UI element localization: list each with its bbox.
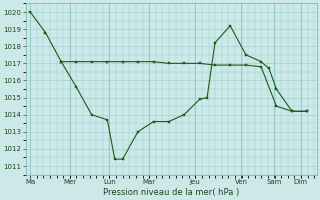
X-axis label: Pression niveau de la mer( hPa ): Pression niveau de la mer( hPa ) <box>103 188 239 197</box>
